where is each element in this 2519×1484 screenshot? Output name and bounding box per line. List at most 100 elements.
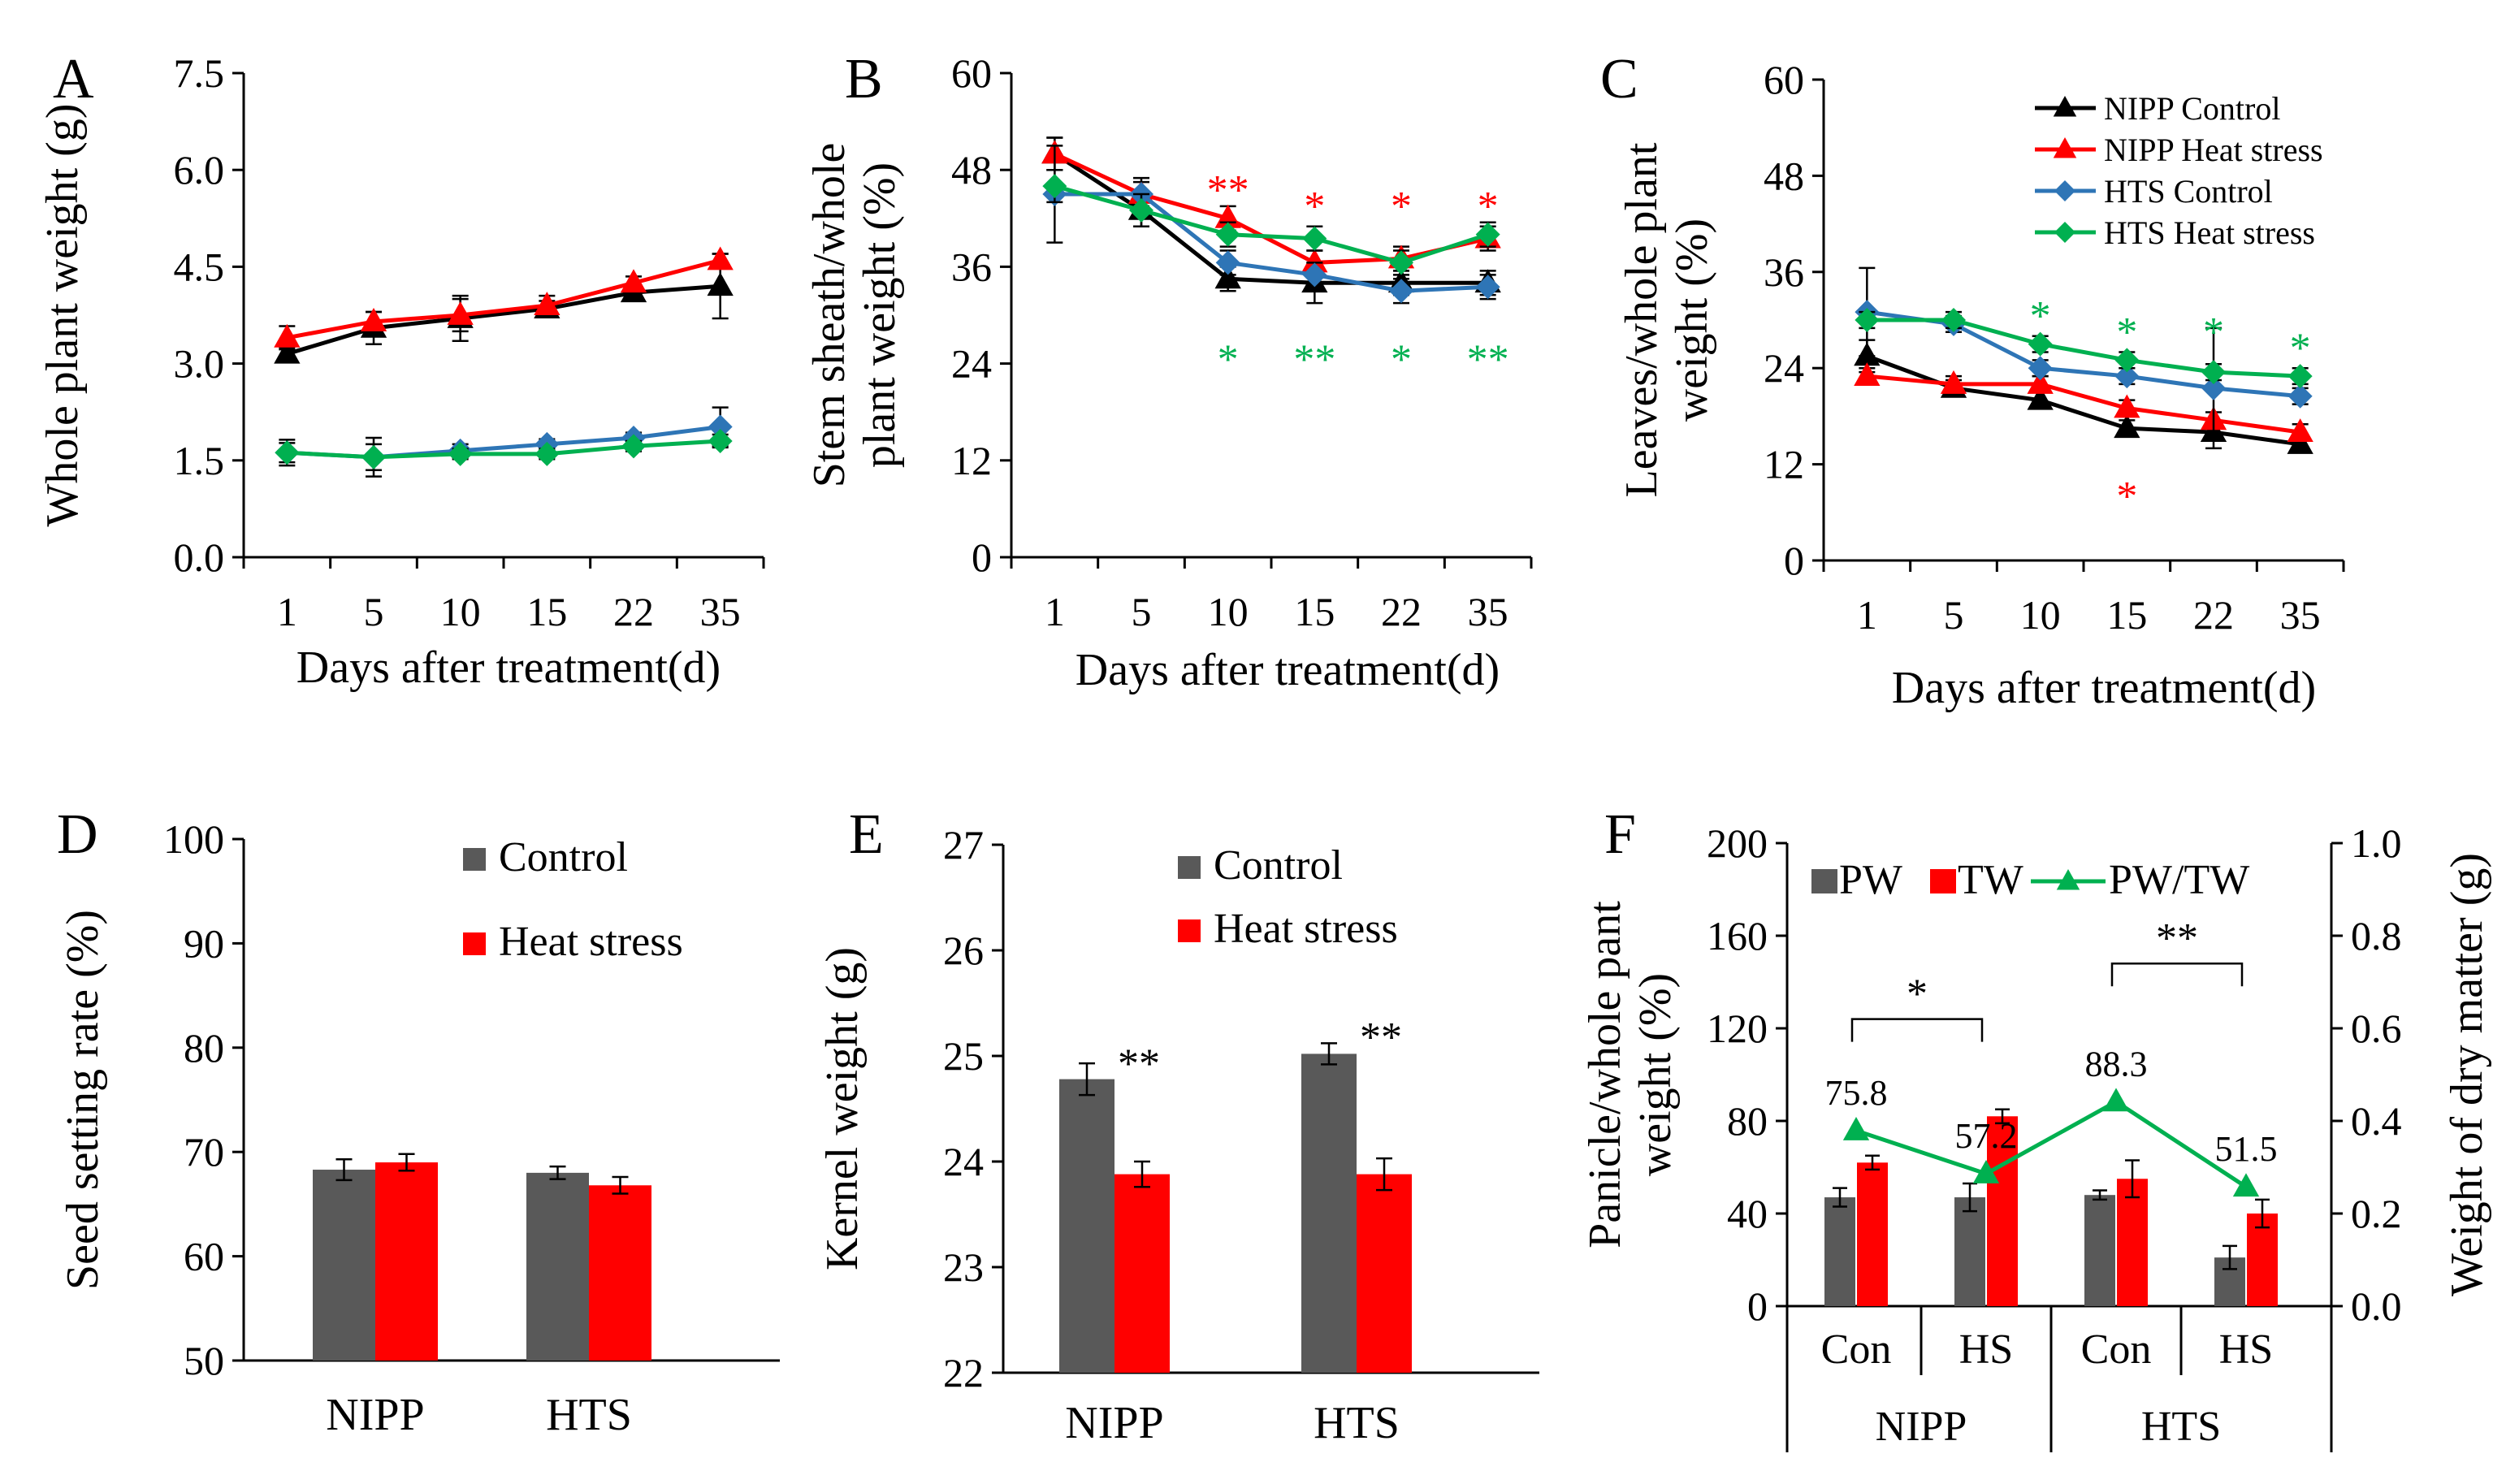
series-hts_heat — [275, 428, 733, 471]
y-axis-label: Whole plant weight (g) — [37, 104, 88, 527]
group-label: NIPP — [1876, 1404, 1967, 1450]
significance-mark: * — [2030, 293, 2051, 340]
bar-bar_control — [1059, 1079, 1115, 1373]
data-point-triangle — [274, 340, 301, 364]
data-point-triangle — [2114, 414, 2140, 439]
legend-label: Control — [499, 834, 628, 880]
data-point-diamond — [2287, 364, 2313, 389]
y-tick-label: 60 — [1764, 57, 1804, 102]
panel-F: F 0 40 80 120 160 200 0.0 0.2 0.4 0.6 0.8 1.0 Panicle… — [1580, 803, 2492, 1452]
value-label: 88.3 — [2085, 1044, 2148, 1084]
significance-mark: ** — [1360, 1015, 1402, 1061]
data-point-diamond — [1215, 250, 1240, 275]
y-tick-label: 50 — [184, 1338, 224, 1383]
category-label: NIPP — [326, 1390, 424, 1440]
significance-mark: * — [1218, 337, 1239, 383]
y-tick-label: 36 — [951, 244, 992, 289]
axis-label-line: plant weight (%) — [855, 162, 905, 468]
y-axis-label: Leaves/whole plantweight (%) — [1617, 142, 1717, 497]
legend-label: HTS Heat stress — [2104, 214, 2315, 251]
significance-mark: * — [1304, 184, 1325, 230]
x-tick-label: 5 — [1132, 589, 1152, 634]
x-tick-label: 15 — [526, 589, 567, 634]
significance-mark: ** — [1207, 167, 1249, 214]
data-point-triangle — [2287, 430, 2313, 454]
y-tick-label: 48 — [951, 147, 992, 193]
y-tick-label: 36 — [1764, 249, 1804, 295]
y-axis-label: Stem sheath/wholeplant weight (%) — [804, 143, 905, 488]
y-tick-label: 7.5 — [174, 50, 225, 96]
y-tick-label: 24 — [1764, 345, 1804, 391]
data-point-diamond — [1389, 279, 1413, 304]
axis-label-line: Leaves/whole plant — [1617, 142, 1667, 497]
y-axis-label: Panicle/whole pantweight (%) — [1580, 901, 1681, 1248]
ratio-point — [1972, 1159, 2000, 1183]
data-point-triangle — [2287, 418, 2313, 443]
data-point-diamond — [2201, 375, 2226, 400]
data-point-diamond — [621, 434, 646, 459]
x-tick-label: 22 — [2193, 592, 2234, 638]
data-point-triangle — [2027, 386, 2054, 410]
data-point-diamond — [2114, 364, 2140, 389]
y-tick-label: 0.6 — [2351, 1006, 2402, 1051]
data-point-triangle — [1301, 249, 1328, 273]
data-point-diamond — [1302, 262, 1327, 288]
bar-bar_heat — [589, 1185, 651, 1361]
y-axis-label: Seed setting rate (%) — [58, 910, 108, 1290]
significance-mark: ** — [1293, 337, 1335, 383]
bar-bar_heat — [375, 1162, 438, 1361]
series-line — [287, 439, 721, 460]
y-tick-label: 12 — [1764, 442, 1804, 487]
data-point-diamond — [708, 414, 733, 439]
y-tick-label: 0.8 — [2351, 913, 2402, 958]
bar-TW — [2117, 1179, 2148, 1306]
y-tick-label: 1.5 — [174, 438, 225, 483]
legend-marker — [2053, 96, 2077, 117]
y-tick-label: 100 — [163, 816, 224, 862]
legend-swatch — [1178, 919, 1201, 942]
y-tick-label: 0 — [972, 534, 992, 580]
legend-marker — [2056, 869, 2080, 890]
data-point-triangle — [1214, 265, 1241, 289]
panel-letter: E — [849, 803, 884, 866]
data-point-triangle — [534, 292, 560, 315]
series-line — [286, 283, 721, 357]
bar-TW — [2247, 1214, 2278, 1306]
y-tick-label: 0.0 — [2351, 1283, 2402, 1329]
legend-swatch — [463, 932, 486, 955]
legend-label: Control — [1214, 842, 1343, 889]
data-point-diamond — [2028, 331, 2053, 357]
series-hts_control — [275, 406, 733, 478]
category-label: HS — [1959, 1326, 2013, 1373]
x-axis-label: Days after treatment(d) — [296, 642, 721, 693]
category-label: HTS — [1314, 1398, 1400, 1448]
y-tick-label: 90 — [184, 920, 224, 966]
bar-bar_heat — [1115, 1174, 1170, 1373]
y-tick-label: 60 — [184, 1234, 224, 1279]
y-tick-label: 3.0 — [174, 341, 225, 387]
x-tick-label: 1 — [1857, 592, 1877, 638]
data-point-diamond — [361, 444, 386, 469]
legend-label: PW — [1839, 857, 1902, 903]
legend: Control Heat stress — [463, 834, 683, 965]
y-tick-label: 120 — [1707, 1006, 1768, 1051]
legend: NIPP Control NIPP Heat stress HTS Control H… — [2035, 90, 2323, 251]
significance-mark: ** — [2156, 915, 2198, 962]
category-label: HS — [2219, 1326, 2273, 1373]
x-tick-label: 35 — [1468, 589, 1508, 634]
legend-swatch — [1930, 869, 1956, 893]
series-nipp_heat — [274, 246, 734, 351]
x-tick-label: 5 — [364, 589, 384, 634]
legend-marker — [2054, 222, 2075, 243]
data-point-diamond — [1129, 197, 1153, 223]
y-tick-label: 24 — [943, 1139, 984, 1184]
series-line — [1054, 184, 1489, 266]
value-label: 57.2 — [1955, 1116, 2018, 1156]
y-tick-label: 70 — [184, 1129, 224, 1175]
axis-label-line: Panicle/whole pant — [1580, 901, 1630, 1248]
data-point-triangle — [1854, 362, 1881, 386]
y-tick-label: 0.2 — [2351, 1191, 2402, 1236]
series-line — [1054, 192, 1488, 293]
significance-bracket — [1850, 1018, 1984, 1042]
